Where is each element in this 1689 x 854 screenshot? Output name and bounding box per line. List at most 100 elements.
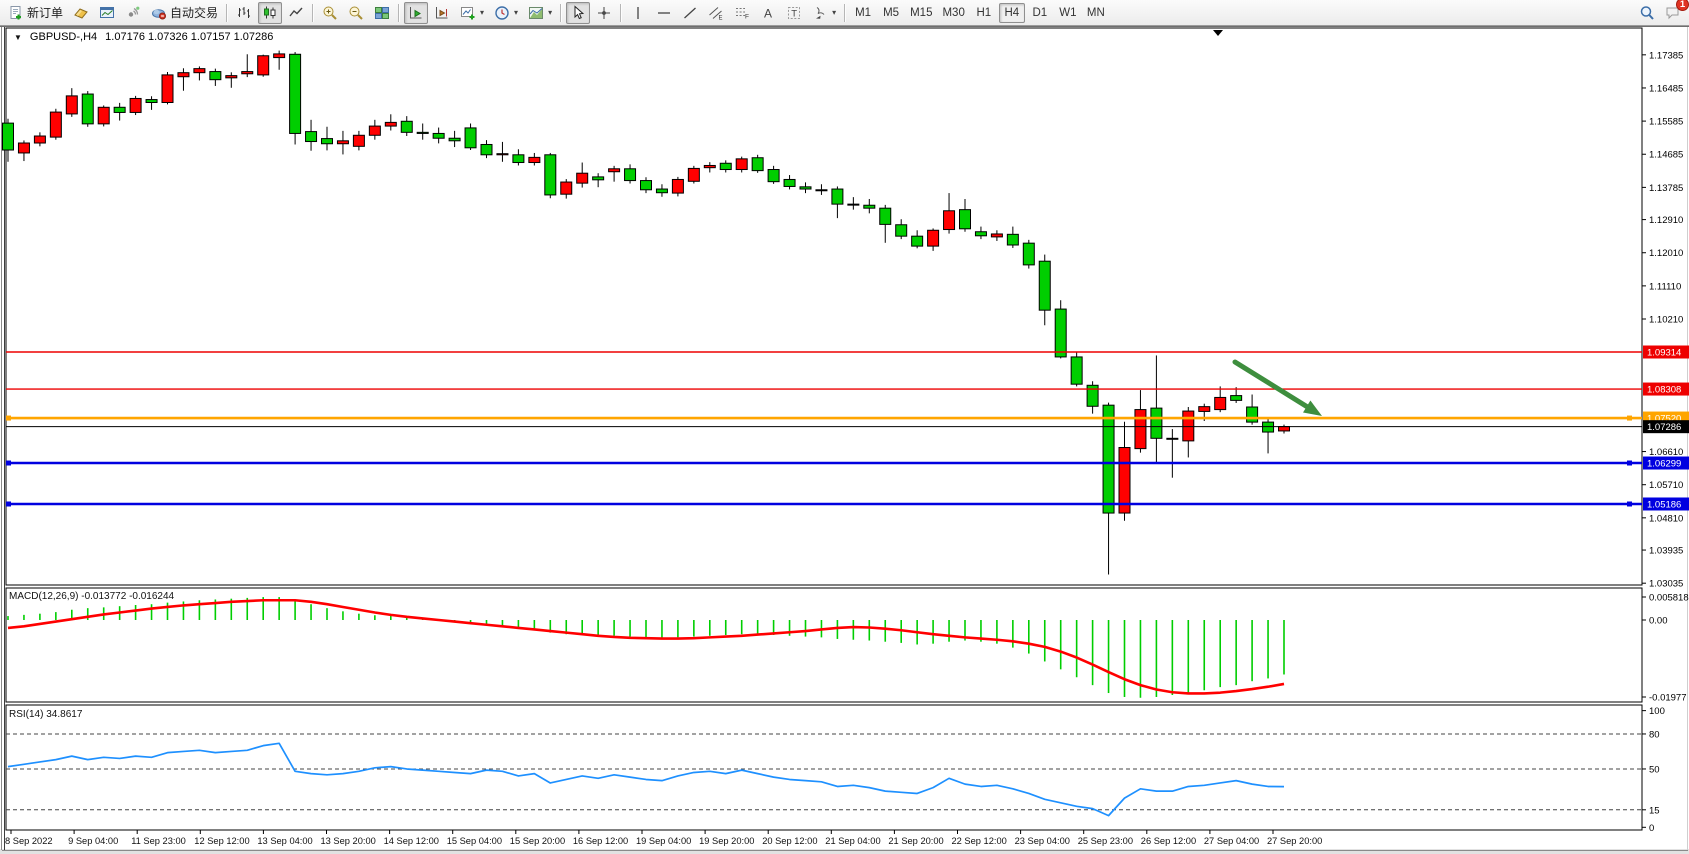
search-button[interactable] bbox=[1635, 2, 1659, 24]
bar-chart-button[interactable] bbox=[232, 2, 256, 24]
line-handle[interactable] bbox=[1627, 415, 1632, 421]
cursor-button[interactable] bbox=[566, 1, 591, 24]
dropdown-arrow-icon[interactable]: ▾ bbox=[480, 8, 485, 17]
arrows-button[interactable]: ▾ bbox=[808, 2, 840, 24]
candle bbox=[448, 137, 461, 142]
time-axis-label: 15 Sep 04:00 bbox=[447, 836, 502, 846]
line-handle[interactable] bbox=[6, 460, 11, 466]
template-icon bbox=[529, 6, 544, 19]
time-axis-label: 16 Sep 12:00 bbox=[573, 836, 628, 846]
candle bbox=[33, 135, 46, 144]
chart-title: ▼ GBPUSD-,H4 1.07176 1.07326 1.07157 1.0… bbox=[14, 31, 273, 43]
line-handle[interactable] bbox=[1627, 460, 1632, 466]
svg-text:E: E bbox=[719, 15, 723, 21]
new-chart-button[interactable]: ▾ bbox=[456, 2, 488, 24]
candlestick-chart-button[interactable] bbox=[258, 1, 283, 24]
line-handle[interactable] bbox=[6, 501, 11, 507]
timeframe-w1-label: W1 bbox=[1059, 6, 1077, 19]
channel-icon: E bbox=[709, 6, 723, 21]
time-axis-label: 25 Sep 23:00 bbox=[1078, 836, 1133, 846]
notifications-button[interactable]: 1 bbox=[1661, 0, 1689, 24]
timeframe-m15-label: M15 bbox=[910, 6, 933, 19]
dropdown-arrow-icon[interactable]: ▾ bbox=[514, 8, 519, 17]
auto-scroll-button[interactable] bbox=[404, 1, 429, 24]
market-watch-button[interactable] bbox=[95, 2, 119, 24]
timeframe-h1[interactable]: H1 bbox=[971, 3, 997, 23]
timeframe-w1[interactable]: W1 bbox=[1055, 3, 1081, 23]
equidistant-channel-button[interactable]: E bbox=[704, 2, 728, 24]
dropdown-arrow-icon[interactable]: ▾ bbox=[832, 8, 837, 17]
periods-button[interactable]: ▾ bbox=[490, 2, 522, 24]
search-icon bbox=[1640, 5, 1654, 20]
text-label-button[interactable]: T bbox=[782, 2, 806, 24]
time-axis-label: 9 Sep 04:00 bbox=[68, 836, 118, 846]
candle bbox=[655, 188, 668, 194]
doc-plus-icon bbox=[10, 5, 21, 19]
price-axis-tick: 1.17385 bbox=[1649, 50, 1683, 61]
new-order-button-label: 新订单 bbox=[27, 6, 64, 20]
candle bbox=[400, 120, 413, 133]
crosshair-button[interactable] bbox=[592, 2, 616, 24]
tile-windows-button[interactable] bbox=[370, 2, 394, 24]
line-chart-button[interactable] bbox=[284, 2, 308, 24]
candle bbox=[1278, 426, 1290, 432]
candle bbox=[273, 53, 286, 59]
vline-icon bbox=[637, 6, 639, 19]
arrow-annotation-head[interactable] bbox=[1303, 400, 1322, 416]
collapse-triangle-icon[interactable]: ▼ bbox=[14, 32, 22, 42]
vertical-line-button[interactable] bbox=[626, 2, 650, 24]
timeframe-h4[interactable]: H4 bbox=[998, 2, 1025, 23]
line-handle[interactable] bbox=[6, 415, 11, 421]
new-order-button[interactable]: 新订单 bbox=[4, 2, 67, 24]
styler-button[interactable] bbox=[69, 2, 93, 24]
chart-shift-marker-icon[interactable] bbox=[1213, 30, 1223, 36]
candle bbox=[815, 189, 828, 192]
candle bbox=[608, 168, 621, 173]
text-button[interactable]: A bbox=[756, 2, 780, 24]
candle bbox=[1198, 406, 1211, 412]
fibonacci-button[interactable]: F bbox=[730, 2, 754, 24]
auto-trading-button[interactable]: 自动交易 bbox=[147, 2, 222, 24]
price-axis-tick: 1.10210 bbox=[1649, 315, 1683, 326]
indicators-button[interactable]: ▾ bbox=[524, 2, 556, 24]
timeframe-m1[interactable]: M1 bbox=[850, 3, 876, 23]
notification-badge: 1 bbox=[1676, 0, 1689, 11]
time-axis-label: 11 Sep 23:00 bbox=[131, 836, 186, 846]
arrow-annotation[interactable] bbox=[1232, 359, 1310, 410]
time-axis-label: 13 Sep 20:00 bbox=[321, 836, 376, 846]
signals-button[interactable] bbox=[121, 2, 145, 24]
time-axis-label: 23 Sep 04:00 bbox=[1015, 836, 1070, 846]
pane-border bbox=[5, 27, 1643, 586]
candle bbox=[528, 156, 541, 164]
trendline-button[interactable] bbox=[678, 2, 702, 24]
macd-axis-tick: 0.00 bbox=[1649, 616, 1668, 627]
dropdown-arrow-icon[interactable]: ▾ bbox=[548, 8, 553, 17]
zoom-in-button[interactable] bbox=[318, 2, 342, 24]
candle bbox=[1054, 308, 1067, 358]
candlestick-series bbox=[2, 50, 1290, 575]
candle bbox=[2, 122, 14, 151]
timeframe-mn[interactable]: MN bbox=[1083, 3, 1109, 23]
price-axis-tick: 1.13785 bbox=[1649, 183, 1683, 194]
timeframe-m5[interactable]: M5 bbox=[878, 3, 904, 23]
candle bbox=[576, 172, 589, 184]
timeframe-m30[interactable]: M30 bbox=[938, 3, 968, 23]
horizontal-line-button[interactable] bbox=[652, 2, 676, 24]
rsi-indicator-label: RSI(14) 34.8617 bbox=[9, 709, 83, 720]
macd-axis-tick: 0.005818 bbox=[1649, 593, 1689, 604]
tline-icon bbox=[684, 7, 697, 18]
candle bbox=[257, 55, 270, 76]
timeframe-m15[interactable]: M15 bbox=[906, 3, 936, 23]
svg-text:T: T bbox=[791, 8, 797, 19]
toolbar-separator bbox=[310, 3, 316, 23]
chart-shift-button[interactable] bbox=[430, 2, 454, 24]
timeframe-m5-label: M5 bbox=[883, 6, 900, 19]
line-handle[interactable] bbox=[1627, 501, 1632, 507]
candle bbox=[767, 169, 780, 183]
time-axis-label: 8 Sep 2022 bbox=[5, 836, 53, 846]
candle bbox=[193, 68, 206, 74]
zoom-out-button[interactable] bbox=[344, 2, 368, 24]
timeframe-d1[interactable]: D1 bbox=[1027, 3, 1053, 23]
candle bbox=[480, 143, 493, 156]
